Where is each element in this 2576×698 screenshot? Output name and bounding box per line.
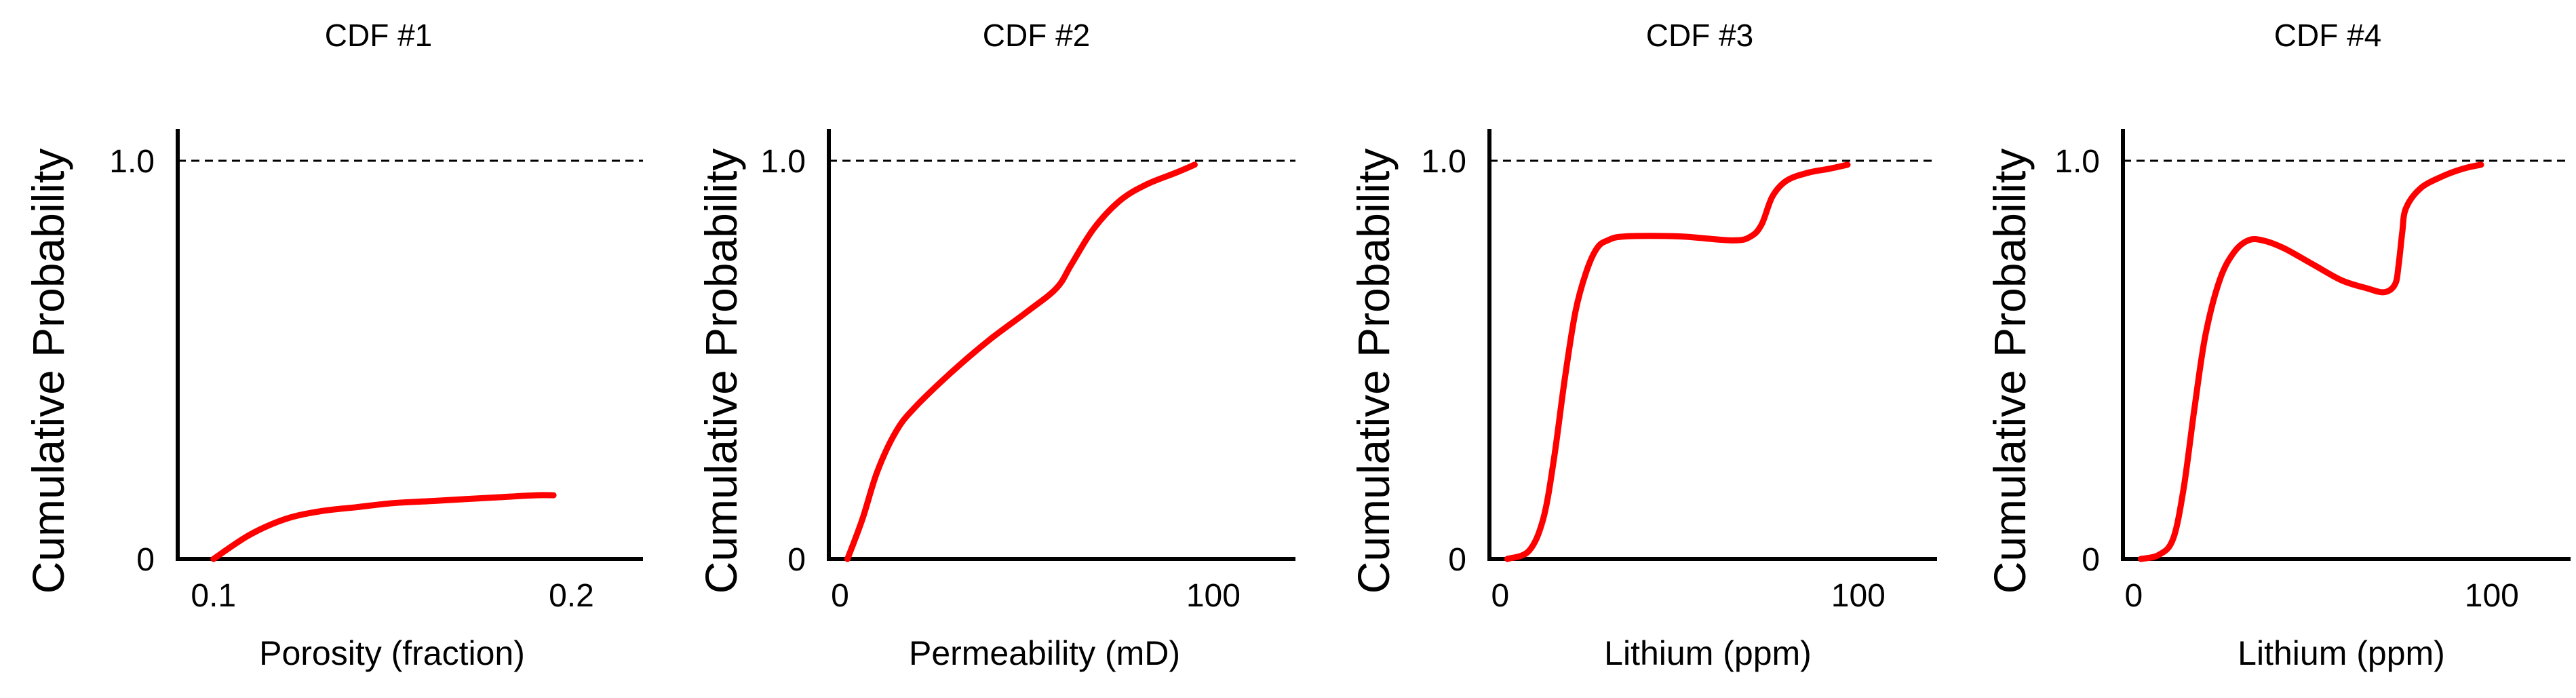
cdf-panel-1: CDF #1 Cumulative Probability Porosity (fr… xyxy=(23,18,643,672)
y-tick-label: 0 xyxy=(2082,542,2100,578)
cdf-curve xyxy=(210,492,557,562)
x-axis-label: Permeability (mD) xyxy=(909,634,1180,672)
y-tick-label: 0 xyxy=(787,542,806,578)
x-tick-label: 0.1 xyxy=(191,578,236,614)
y-axis-label: Cumulative Probability xyxy=(23,149,73,594)
x-tick-label: 100 xyxy=(1186,578,1241,614)
chart-title: CDF #4 xyxy=(2274,18,2381,53)
cdf-curve xyxy=(2137,161,2484,562)
x-axis-label: Lithium (ppm) xyxy=(1604,634,1812,672)
x-axis-label: Lithium (ppm) xyxy=(2238,634,2445,672)
y-tick-label: 1.0 xyxy=(2054,144,2100,180)
cdf-curve xyxy=(844,161,1198,562)
x-tick-label: 100 xyxy=(1831,578,1886,614)
y-tick-label: 0 xyxy=(1448,542,1466,578)
y-axis-label: Cumulative Probability xyxy=(1985,149,2035,594)
chart-title: CDF #1 xyxy=(325,18,432,53)
x-tick-label: 0 xyxy=(1491,578,1509,614)
x-tick-label: 0 xyxy=(2124,578,2143,614)
y-tick-label: 0 xyxy=(136,542,155,578)
x-tick-label: 0 xyxy=(831,578,849,614)
y-tick-label: 1.0 xyxy=(760,144,806,180)
y-axis-label: Cumulative Probability xyxy=(1348,149,1399,594)
cdf-panel-3: CDF #3 Cumulative Probability Lithium (ppm… xyxy=(1348,18,1937,672)
x-axis-label: Porosity (fraction) xyxy=(259,634,525,672)
cdf-panel-4: CDF #4 Cumulative Probability Lithium (ppm… xyxy=(1985,18,2571,672)
x-tick-label: 0.2 xyxy=(549,578,594,614)
y-tick-label: 1.0 xyxy=(109,144,155,180)
chart-title: CDF #3 xyxy=(1646,18,1753,53)
chart-title: CDF #2 xyxy=(983,18,1090,53)
cdf-curve xyxy=(1504,161,1851,562)
y-tick-label: 1.0 xyxy=(1421,144,1466,180)
cdf-panel-2: CDF #2 Cumulative Probability Permeability… xyxy=(696,18,1295,672)
x-tick-label: 100 xyxy=(2465,578,2519,614)
y-axis-label: Cumulative Probability xyxy=(696,149,746,594)
